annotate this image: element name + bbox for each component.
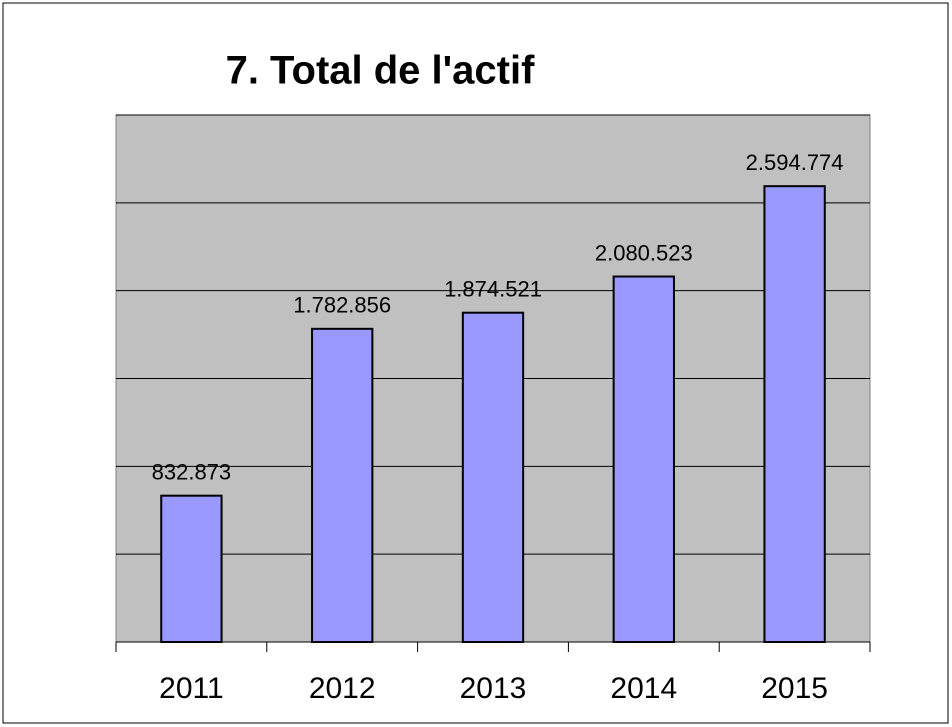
x-tick-label: 2011: [159, 672, 224, 705]
x-tick-label: 2014: [610, 672, 677, 705]
bar: [311, 327, 374, 643]
x-tick-label: 2012: [309, 672, 376, 705]
value-label: 2.594.774: [746, 150, 844, 175]
chart-title: 7. Total de l'actif: [226, 49, 536, 93]
value-label: 1.782.856: [293, 293, 391, 318]
value-label: 1.874.521: [444, 277, 542, 302]
value-label: 832.873: [152, 460, 232, 485]
x-tick-label: 2015: [761, 672, 828, 705]
bar: [461, 311, 525, 643]
bar: [612, 275, 675, 643]
value-label: 2.080.523: [595, 240, 693, 265]
bar: [763, 185, 826, 644]
x-tick-label: 2013: [460, 672, 527, 705]
bar: [160, 494, 223, 644]
